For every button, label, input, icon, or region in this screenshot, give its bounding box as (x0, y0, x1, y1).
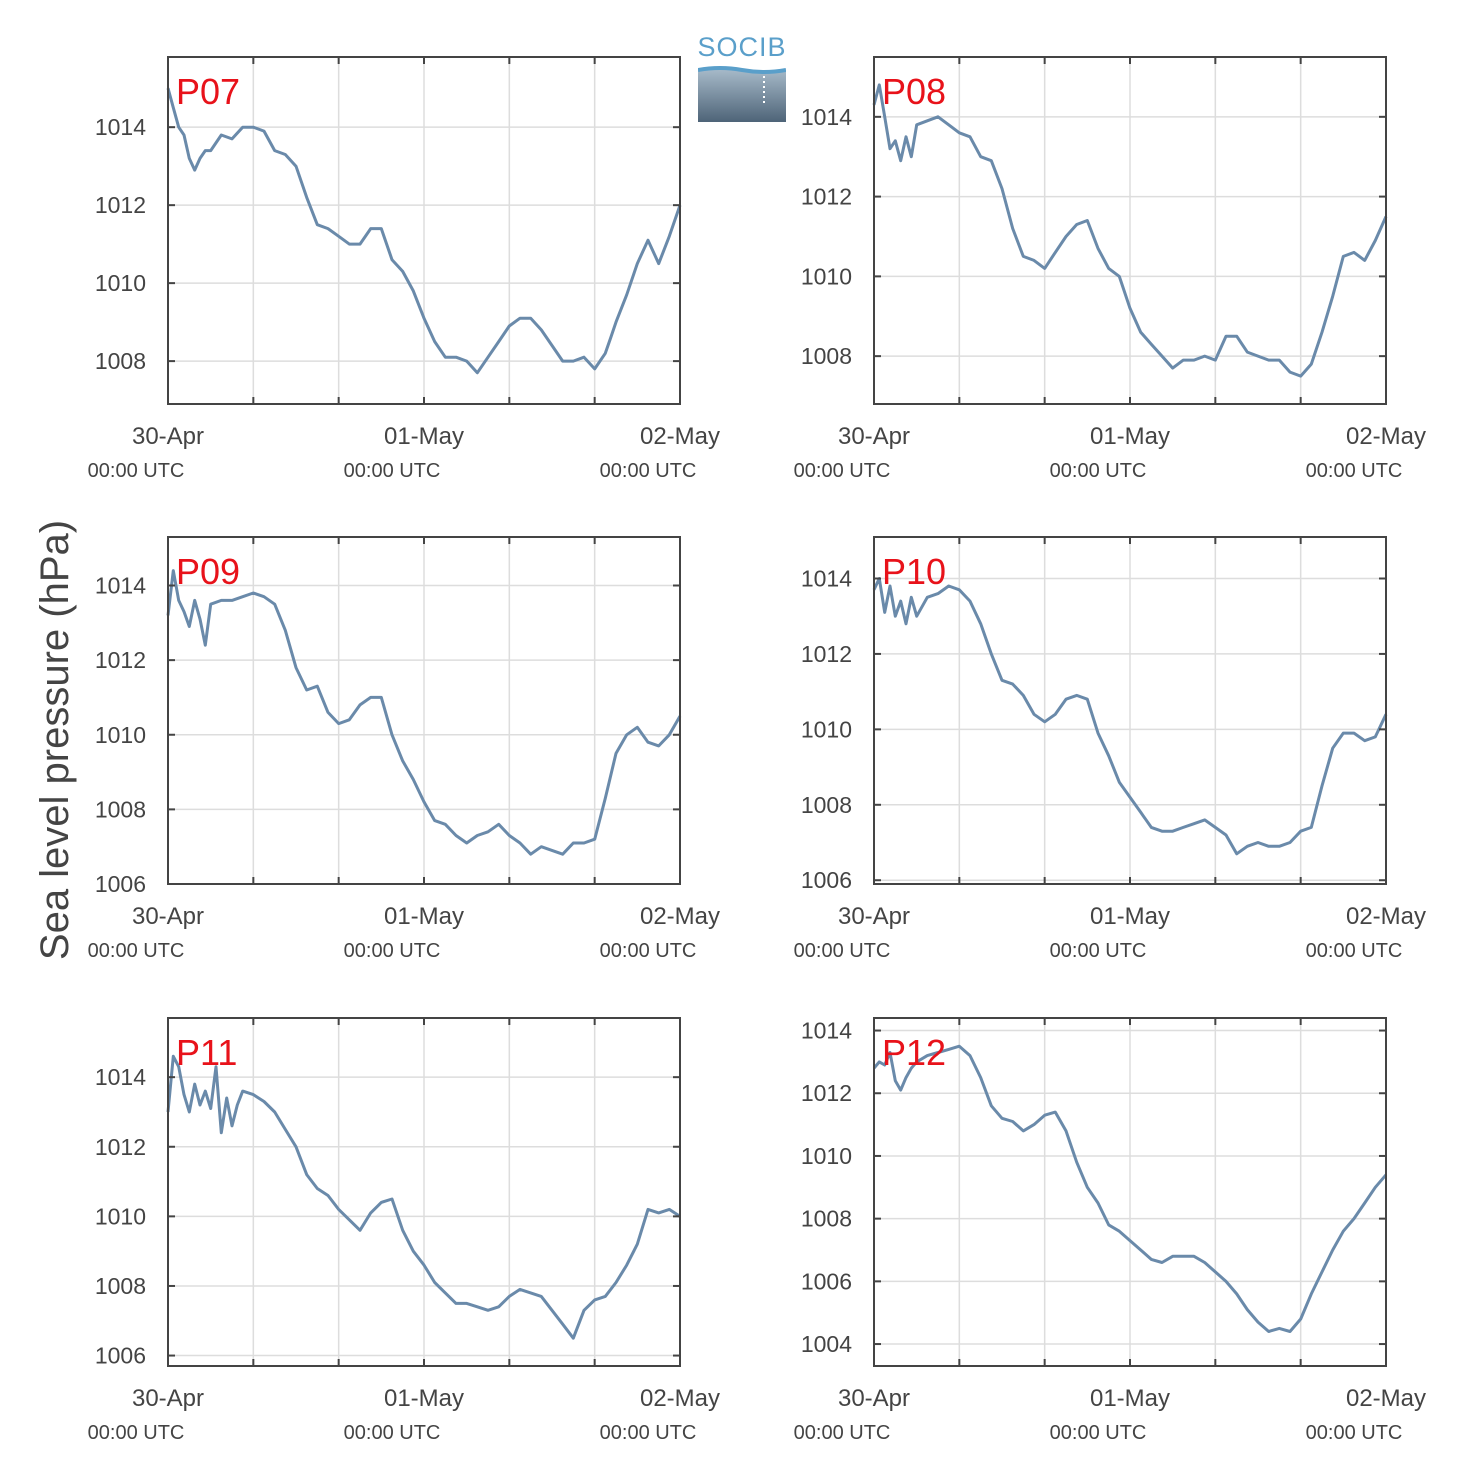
y-tick-label: 1010 (801, 716, 852, 742)
x-tick-sublabel: 00:00 UTC (794, 940, 891, 962)
y-tick-label: 1010 (95, 270, 146, 296)
x-tick-label: 02-May (1346, 423, 1426, 450)
x-tick-sublabel: 00:00 UTC (344, 460, 441, 482)
y-tick-label: 1008 (95, 796, 146, 822)
x-tick-label: 01-May (1090, 903, 1170, 930)
x-tick-sublabel: 00:00 UTC (88, 940, 185, 962)
x-tick-label: 30-Apr (838, 903, 910, 930)
y-tick-label: 1008 (95, 1273, 146, 1299)
x-tick-label: 30-Apr (132, 1385, 204, 1412)
y-tick-label: 1012 (801, 184, 852, 210)
panel-label: P07 (176, 71, 240, 112)
y-tick-label: 1006 (95, 871, 146, 897)
logo-graphic (698, 66, 786, 122)
series-line-p07 (166, 87, 682, 375)
y-tick-label: 1012 (801, 641, 852, 667)
x-tick-label: 01-May (1090, 1385, 1170, 1412)
panel-label: P10 (882, 551, 946, 592)
panel-label: P08 (882, 71, 946, 112)
x-tick-label: 01-May (1090, 423, 1170, 450)
y-tick-label: 1014 (801, 565, 852, 591)
y-tick-label: 1012 (801, 1080, 852, 1106)
x-tick-label: 02-May (1346, 1385, 1426, 1412)
series-line-p12 (872, 1044, 1388, 1333)
y-tick-label: 1010 (801, 1143, 852, 1169)
y-tick-label: 1008 (801, 1206, 852, 1232)
panel-label: P12 (882, 1032, 946, 1073)
panel-label: P09 (176, 551, 240, 592)
x-tick-sublabel: 00:00 UTC (1306, 460, 1403, 482)
x-tick-sublabel: 00:00 UTC (1050, 460, 1147, 482)
x-tick-sublabel: 00:00 UTC (1306, 1422, 1403, 1444)
x-tick-label: 30-Apr (838, 1385, 910, 1412)
x-tick-sublabel: 00:00 UTC (600, 940, 697, 962)
x-tick-label: 01-May (384, 423, 464, 450)
series-line-p10 (872, 577, 1388, 856)
y-tick-label: 1012 (95, 1134, 146, 1160)
x-tick-label: 30-Apr (838, 423, 910, 450)
x-tick-label: 02-May (1346, 903, 1426, 930)
y-tick-label: 1014 (95, 1064, 146, 1090)
y-tick-label: 1010 (801, 263, 852, 289)
y-tick-label: 1006 (801, 1268, 852, 1294)
x-tick-label: 30-Apr (132, 903, 204, 930)
y-tick-label: 1014 (801, 104, 852, 130)
y-axis-label: Sea level pressure (hPa) (33, 520, 77, 960)
y-tick-label: 1014 (801, 1018, 852, 1044)
x-tick-sublabel: 00:00 UTC (1050, 940, 1147, 962)
x-tick-label: 02-May (640, 903, 720, 930)
y-tick-label: 1012 (95, 192, 146, 218)
series-line-p08 (872, 83, 1388, 378)
y-tick-label: 1006 (801, 867, 852, 893)
x-tick-label: 02-May (640, 423, 720, 450)
x-tick-label: 02-May (640, 1385, 720, 1412)
x-tick-sublabel: 00:00 UTC (600, 1422, 697, 1444)
x-tick-sublabel: 00:00 UTC (1306, 940, 1403, 962)
chart-panel-p10: 1006 1008 1010 1012 1014 30-Apr 00:00 UTC 01-Ma… (794, 536, 1426, 962)
y-tick-label: 1010 (95, 722, 146, 748)
chart-panel-p12: 1004 1006 1008 1010 1012 1014 30-Apr 00:00 UTC 0… (794, 1017, 1426, 1444)
chart-panel-p08: 1008 1010 1012 1014 30-Apr 00:00 UTC 01-May 00:… (794, 56, 1426, 482)
x-tick-label: 01-May (384, 1385, 464, 1412)
x-tick-sublabel: 00:00 UTC (88, 1422, 185, 1444)
x-tick-label: 01-May (384, 903, 464, 930)
logo-text: SOCIB (697, 32, 787, 62)
chart-panel-p07: 1008 1010 1012 1014 30-Apr 00:00 UTC 01-May 00:… (88, 56, 720, 482)
y-tick-label: 1004 (801, 1331, 852, 1357)
y-tick-label: 1008 (95, 348, 146, 374)
x-tick-sublabel: 00:00 UTC (794, 1422, 891, 1444)
series-line-p11 (166, 1054, 681, 1340)
y-tick-label: 1008 (801, 343, 852, 369)
x-tick-sublabel: 00:00 UTC (88, 460, 185, 482)
socib-logo: SOCIB (694, 32, 790, 126)
y-tick-label: 1008 (801, 792, 852, 818)
x-tick-sublabel: 00:00 UTC (794, 460, 891, 482)
x-tick-sublabel: 00:00 UTC (1050, 1422, 1147, 1444)
x-tick-label: 30-Apr (132, 423, 204, 450)
y-tick-label: 1012 (95, 647, 146, 673)
x-tick-sublabel: 00:00 UTC (600, 460, 697, 482)
y-tick-label: 1014 (95, 114, 146, 140)
y-tick-label: 1006 (95, 1343, 146, 1369)
panel-label: P11 (176, 1032, 237, 1073)
y-tick-label: 1014 (95, 573, 146, 599)
y-tick-label: 1010 (95, 1203, 146, 1229)
chart-panel-p09: 1006 1008 1010 1012 1014 30-Apr 00:00 UTC 01-Ma… (88, 536, 720, 962)
chart-panel-p11: 1006 1008 1010 1012 1014 30-Apr 00:00 UTC 01-Ma… (88, 1017, 720, 1444)
x-tick-sublabel: 00:00 UTC (344, 1422, 441, 1444)
x-tick-sublabel: 00:00 UTC (344, 940, 441, 962)
series-line-p09 (166, 569, 682, 856)
